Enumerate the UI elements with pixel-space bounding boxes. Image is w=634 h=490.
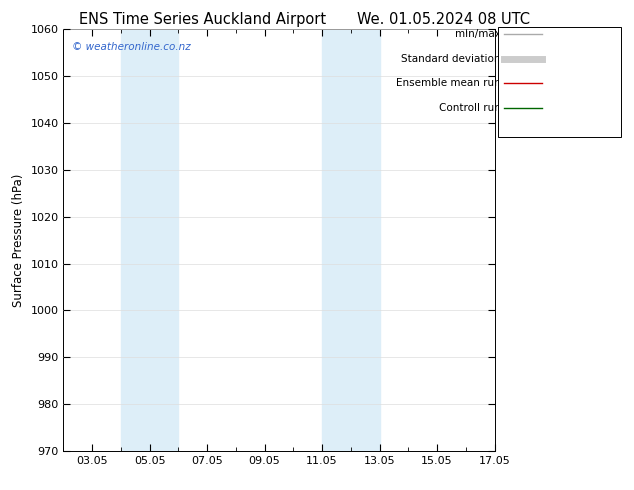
- Text: min/max: min/max: [455, 29, 501, 39]
- Bar: [121, 29, 178, 451]
- Text: © weatheronline.co.nz: © weatheronline.co.nz: [72, 42, 191, 52]
- Bar: [322, 29, 380, 451]
- Text: Standard deviation: Standard deviation: [401, 54, 501, 64]
- Text: Controll run: Controll run: [439, 103, 501, 113]
- Text: ENS Time Series Auckland Airport: ENS Time Series Auckland Airport: [79, 12, 327, 27]
- Y-axis label: Surface Pressure (hPa): Surface Pressure (hPa): [12, 173, 25, 307]
- Text: We. 01.05.2024 08 UTC: We. 01.05.2024 08 UTC: [358, 12, 530, 27]
- Text: Ensemble mean run: Ensemble mean run: [396, 78, 501, 88]
